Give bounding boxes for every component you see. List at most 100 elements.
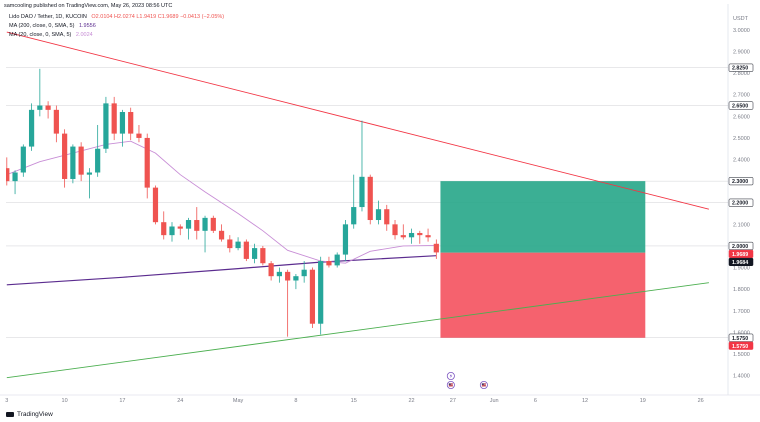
candle-body <box>293 276 299 281</box>
currency-label: USDT <box>733 16 749 22</box>
y-tick-label: 2.4000 <box>733 158 750 164</box>
event-flag-icon <box>479 380 488 389</box>
candle-body <box>243 241 249 259</box>
y-tick-label: 2.9000 <box>733 50 750 56</box>
flag-canton <box>448 383 451 385</box>
symbol-legend: Lido DAO / Tether, 1D, KUCOIN O2.0104 H2… <box>9 14 224 20</box>
candle-body <box>351 207 357 225</box>
x-tick-label: 8 <box>294 398 297 404</box>
ma20-label: MA (20, close, 0, SMA, 5) <box>9 32 72 38</box>
candle-body <box>392 224 398 236</box>
ma200-value: 1.9556 <box>78 23 96 29</box>
price-tag-box <box>728 101 754 110</box>
candle-body <box>70 146 76 179</box>
candle-body <box>95 148 101 173</box>
candle-body <box>400 235 406 238</box>
candle-body <box>111 103 117 134</box>
price-tag-box <box>728 198 754 207</box>
tradingview-wordmark: TradingView <box>17 411 53 418</box>
price-tag-label: 1.9689 <box>732 252 748 258</box>
ma20-line <box>6 140 437 264</box>
candle-body <box>6 168 10 182</box>
price-tag-box <box>728 241 754 250</box>
ma200-legend: MA (200, close, 0, SMA, 5) 1.9556 <box>9 23 96 29</box>
y-tick-label: 1.7000 <box>733 309 750 315</box>
candle-body <box>103 103 109 149</box>
x-tick-label: 15 <box>351 398 357 404</box>
candle-body <box>235 241 241 249</box>
x-tick-label: Jun <box>490 398 499 404</box>
price-tag-box <box>728 333 754 342</box>
price-tag-label: 2.0000 <box>732 244 748 250</box>
candle-body <box>326 261 332 266</box>
candle-body <box>417 232 423 236</box>
ma200-line <box>6 255 437 286</box>
price-tag-label: 2.2000 <box>732 201 748 207</box>
candle-body <box>161 222 167 236</box>
support-trendline <box>6 282 709 379</box>
x-tick-label: 22 <box>408 398 414 404</box>
price-tag-box <box>728 177 754 186</box>
candle-body <box>78 146 84 175</box>
candle-body <box>210 217 216 231</box>
candle-body <box>408 232 415 238</box>
tradingview-logo[interactable]: TradingView <box>6 411 53 418</box>
plot-area <box>6 31 710 379</box>
candle-body <box>276 271 282 277</box>
candle-body <box>136 133 142 138</box>
price-tag-label: 1.9684 <box>732 260 748 266</box>
candle-body <box>62 133 68 179</box>
price-tag-box <box>728 341 754 350</box>
candle-body <box>342 224 349 255</box>
candle-body <box>367 176 373 221</box>
price-tag-label: 2.6500 <box>732 104 748 110</box>
y-tick-label: 1.4000 <box>733 374 750 380</box>
resistance-trendline <box>6 31 710 210</box>
lightning-glyph <box>449 373 453 379</box>
candle-body <box>169 226 175 236</box>
candle-body <box>177 226 183 229</box>
y-tick-label: 1.8000 <box>733 287 750 293</box>
flag-stripe <box>448 383 453 385</box>
price-tag-label: 1.5750 <box>732 344 748 350</box>
candle-body <box>318 261 324 324</box>
candle-body <box>334 254 340 266</box>
price-tag-label: 2.3000 <box>732 179 748 185</box>
flag-stripe <box>481 385 486 387</box>
candle-body <box>309 269 316 324</box>
y-tick-label: 2.8000 <box>733 71 750 77</box>
publish-info: samcooling published on TradingView.com,… <box>4 3 173 9</box>
price-tag-label: 2.8250 <box>732 66 748 72</box>
ma20-value: 2.0024 <box>75 32 93 38</box>
event-flag-icon <box>446 380 455 389</box>
position-loss-zone <box>440 252 646 338</box>
price-tag-box <box>728 257 754 266</box>
candle-body <box>12 172 18 182</box>
y-tick-label: 1.5000 <box>733 352 750 358</box>
candle-body <box>227 239 233 249</box>
x-tick-label: 24 <box>177 398 183 404</box>
x-tick-label: 17 <box>119 398 125 404</box>
candle-body <box>119 112 126 134</box>
candle-body <box>425 235 431 238</box>
publish-header: samcooling published on TradingView.com,… <box>4 3 172 9</box>
candle-body <box>359 176 365 208</box>
ma20-legend: MA (20, close, 0, SMA, 5) 2.0024 <box>9 32 93 38</box>
x-tick-label: 27 <box>450 398 456 404</box>
candle-body <box>375 209 382 221</box>
candle-body <box>185 220 192 229</box>
x-tick-label: 26 <box>698 398 704 404</box>
y-tick-label: 3.0000 <box>733 28 750 34</box>
candle-body <box>285 271 291 281</box>
price-tag-label: 1.5750 <box>732 336 748 342</box>
y-tick-label: 2.1000 <box>733 222 750 228</box>
candle-body <box>218 230 225 240</box>
price-tag-box <box>728 249 754 258</box>
position-profit-zone <box>440 181 646 253</box>
candle-body <box>28 109 35 147</box>
candle-body <box>128 112 134 134</box>
candle-body <box>194 220 200 231</box>
candle-body <box>53 109 59 134</box>
candle-body <box>268 263 274 277</box>
